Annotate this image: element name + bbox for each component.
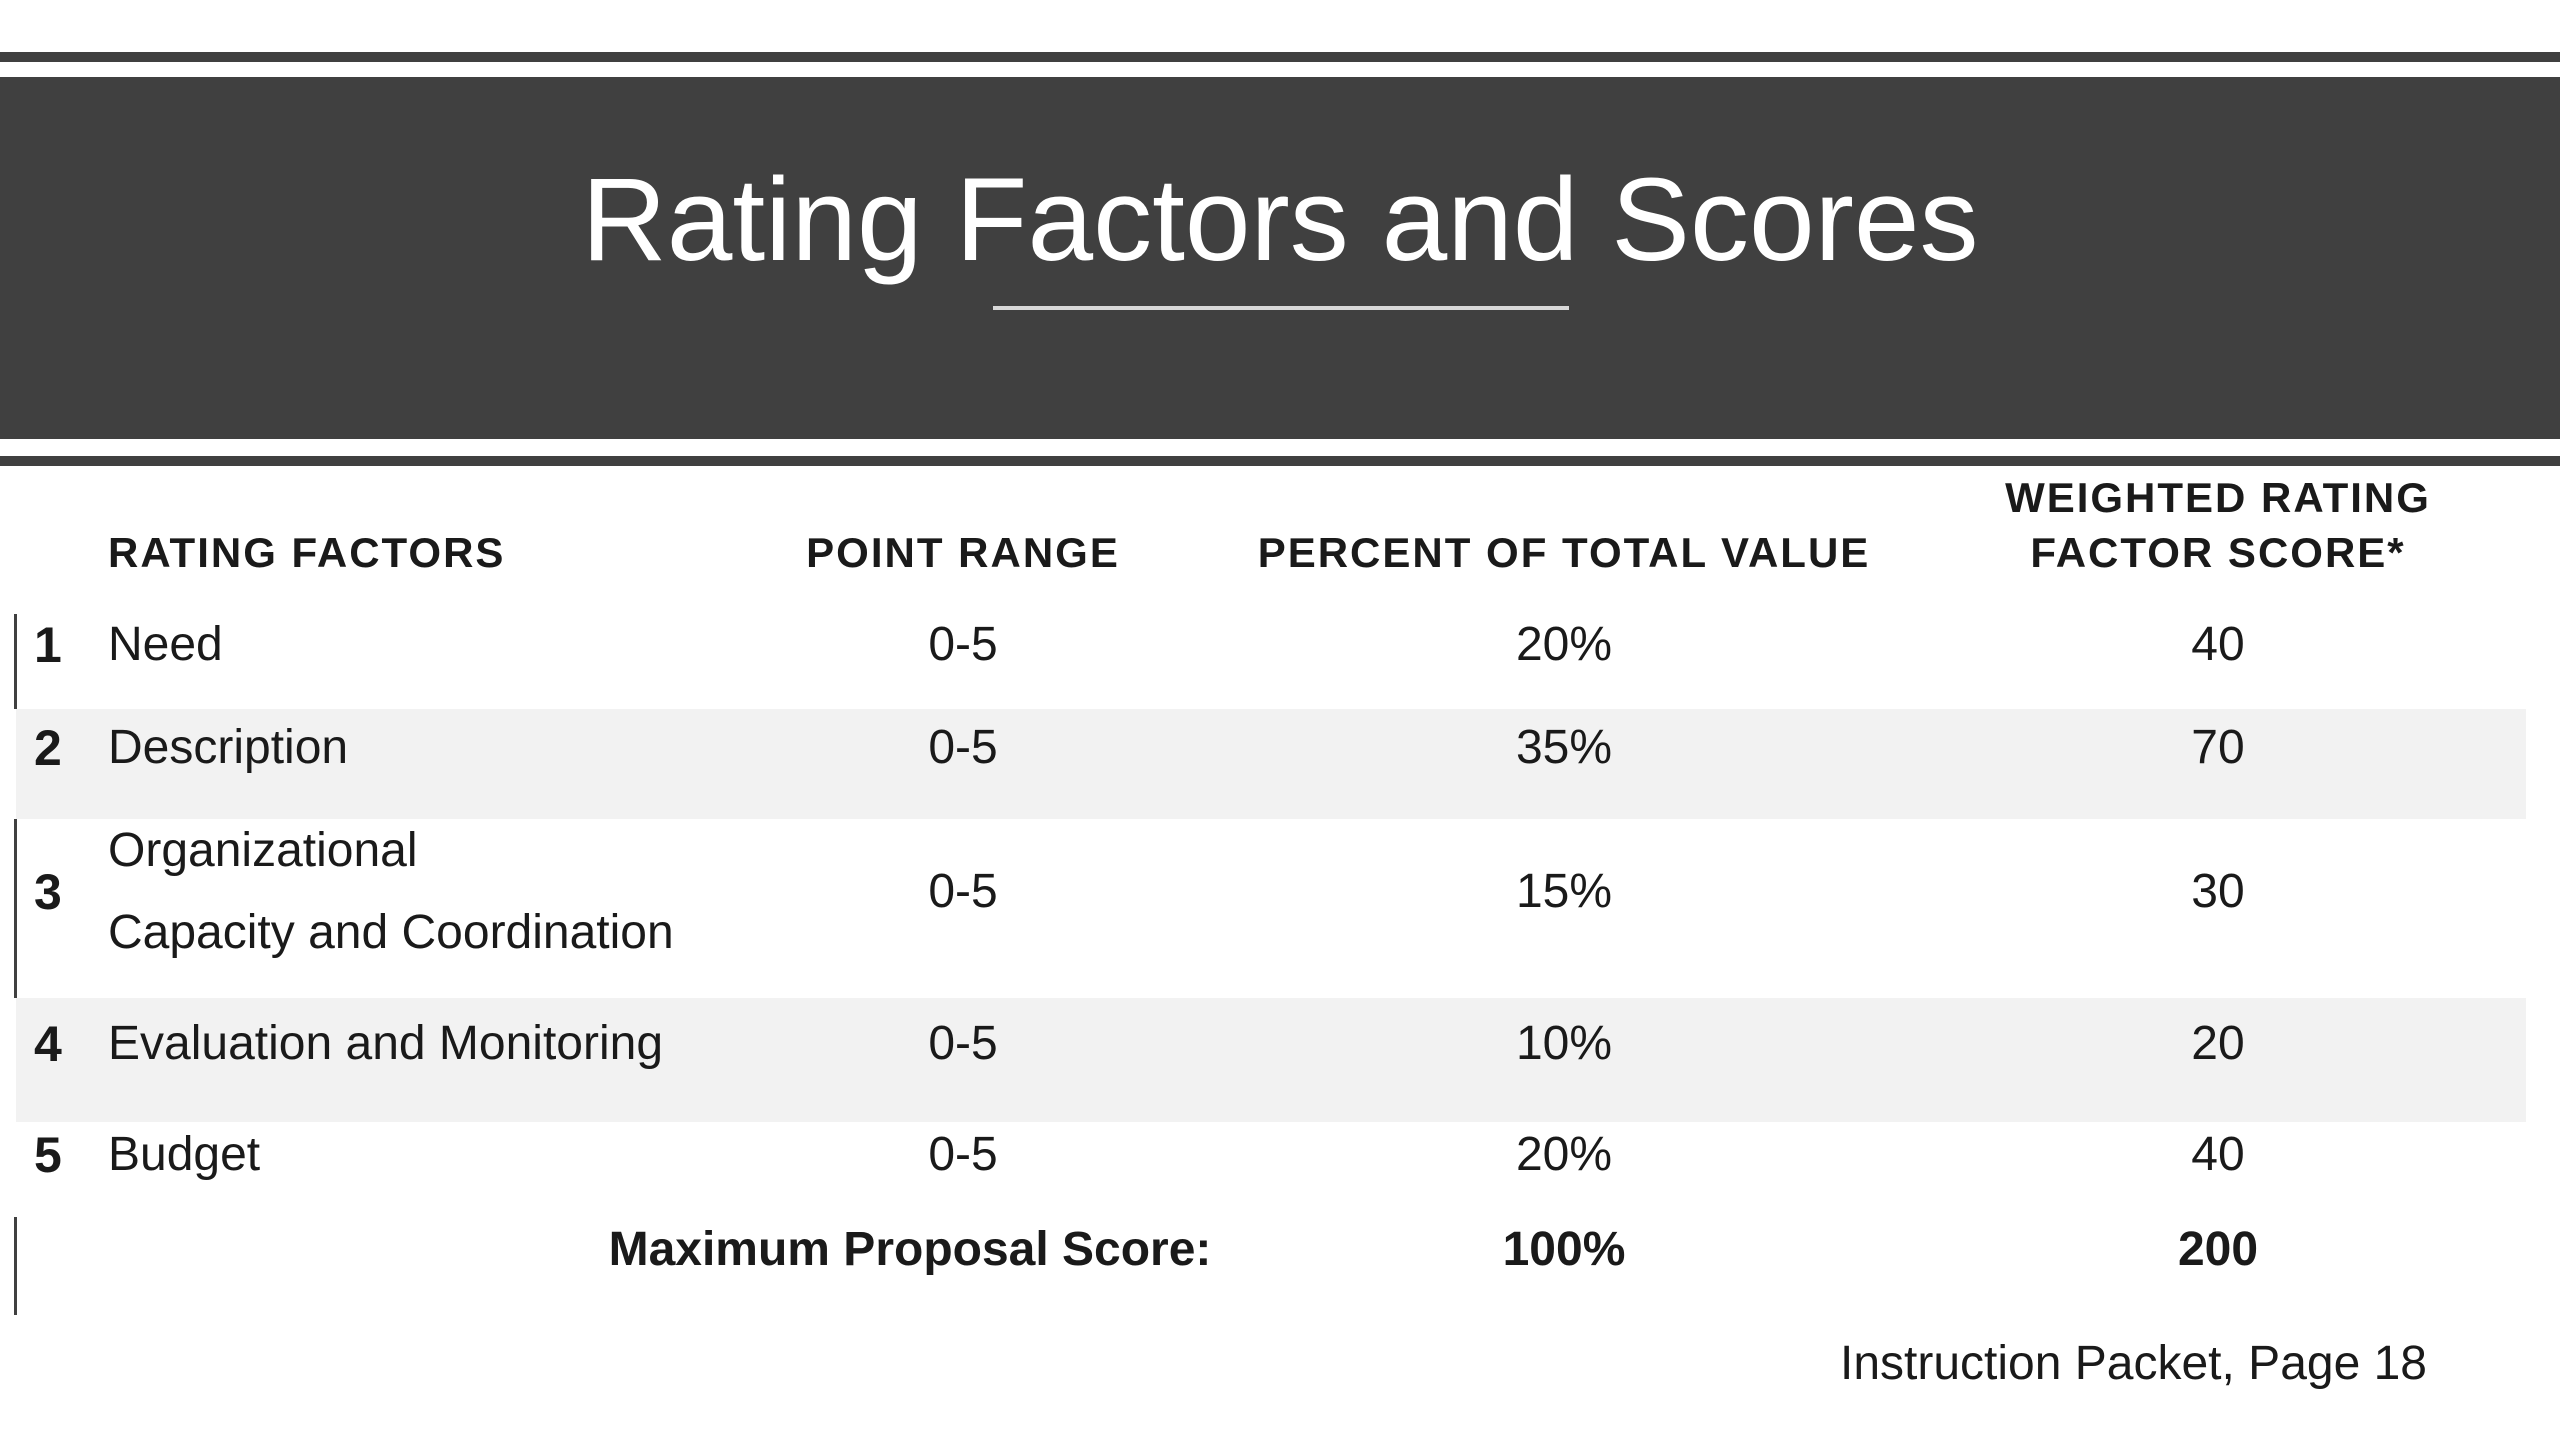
rating-factor-name-line2: Capacity and Coordination	[108, 906, 674, 959]
row-number: 4	[34, 1016, 62, 1072]
row-number: 3	[34, 864, 62, 920]
weighted-score: 70	[2191, 721, 2245, 774]
header-point-range: POINT RANGE	[806, 529, 1120, 576]
point-range: 0-5	[928, 721, 998, 774]
row-3-accent-bar	[14, 819, 17, 998]
point-range: 0-5	[928, 1017, 998, 1070]
rating-factor-name: Budget	[108, 1128, 261, 1181]
rating-factor-name: Description	[108, 721, 349, 774]
row-number: 5	[34, 1127, 62, 1183]
weighted-score: 40	[2191, 618, 2245, 671]
rating-factor-name: Need	[108, 618, 223, 671]
weighted-score: 20	[2191, 1017, 2245, 1070]
total-accent-bar	[14, 1217, 17, 1315]
point-range: 0-5	[928, 865, 998, 918]
header-percent-of-total: PERCENT OF TOTAL VALUE	[1257, 529, 1871, 576]
page-footer: Instruction Packet, Page 18	[1839, 1337, 2427, 1390]
row-2-background	[16, 709, 2526, 819]
header-weighted-line2: FACTOR SCORE*	[2030, 529, 2406, 576]
row-4-background	[16, 998, 2526, 1122]
percent-of-total: 15%	[1515, 865, 1613, 918]
total-label: Maximum Proposal Score:	[608, 1223, 1212, 1276]
percent-of-total: 35%	[1515, 721, 1613, 774]
row-1-accent-bar	[14, 614, 17, 709]
title-banner	[0, 77, 2560, 439]
row-number: 1	[34, 617, 62, 673]
point-range: 0-5	[928, 618, 998, 671]
percent-of-total: 20%	[1515, 618, 1613, 671]
header-weighted-line1: WEIGHTED RATING	[2005, 474, 2431, 521]
title-underline	[993, 306, 1569, 310]
weighted-score: 30	[2191, 865, 2245, 918]
top-rule	[0, 52, 2560, 62]
rating-factor-name-line1: Organizational	[108, 824, 418, 877]
weighted-score: 40	[2191, 1128, 2245, 1181]
bottom-rule	[0, 456, 2560, 466]
percent-of-total: 20%	[1515, 1128, 1613, 1181]
rating-factor-name: Evaluation and Monitoring	[108, 1017, 664, 1070]
total-score: 200	[2177, 1223, 2259, 1276]
total-percent: 100%	[1502, 1223, 1626, 1276]
page-title: Rating Factors and Scores	[581, 154, 1979, 286]
row-number: 2	[34, 720, 62, 776]
header-rating-factors: RATING FACTORS	[108, 529, 506, 576]
point-range: 0-5	[928, 1128, 998, 1181]
percent-of-total: 10%	[1515, 1017, 1613, 1070]
